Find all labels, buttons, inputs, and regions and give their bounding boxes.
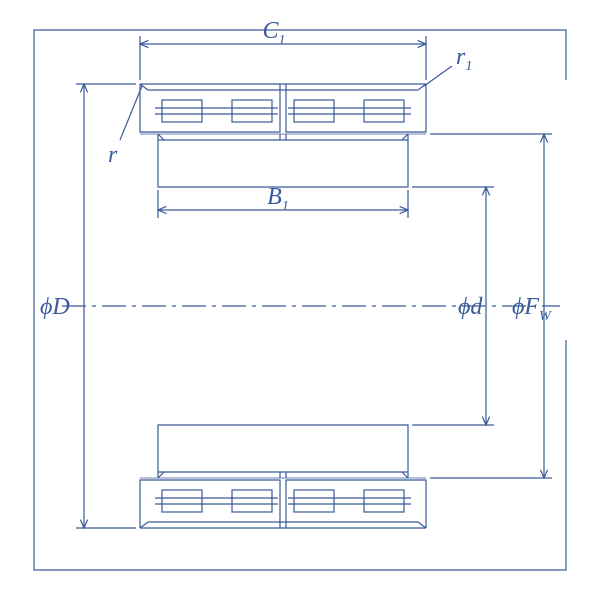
label-phiFw: ϕFW bbox=[512, 294, 552, 324]
leader-r1 bbox=[424, 66, 452, 86]
cage-bot bbox=[155, 498, 411, 504]
label-r1: r1 bbox=[456, 44, 472, 74]
cage-top bbox=[155, 108, 411, 114]
label-phid: ϕd bbox=[458, 294, 483, 320]
rollers-bot bbox=[162, 490, 404, 512]
bearing-diagram: C1 r1 r B1 ϕD ϕd ϕFW bbox=[0, 0, 600, 600]
label-B1: B1 bbox=[267, 184, 289, 214]
rollers-top bbox=[162, 100, 404, 122]
leader-r bbox=[120, 86, 142, 140]
label-C1: C1 bbox=[262, 18, 285, 48]
label-phiD: ϕD bbox=[40, 294, 70, 320]
label-r: r bbox=[108, 142, 118, 168]
